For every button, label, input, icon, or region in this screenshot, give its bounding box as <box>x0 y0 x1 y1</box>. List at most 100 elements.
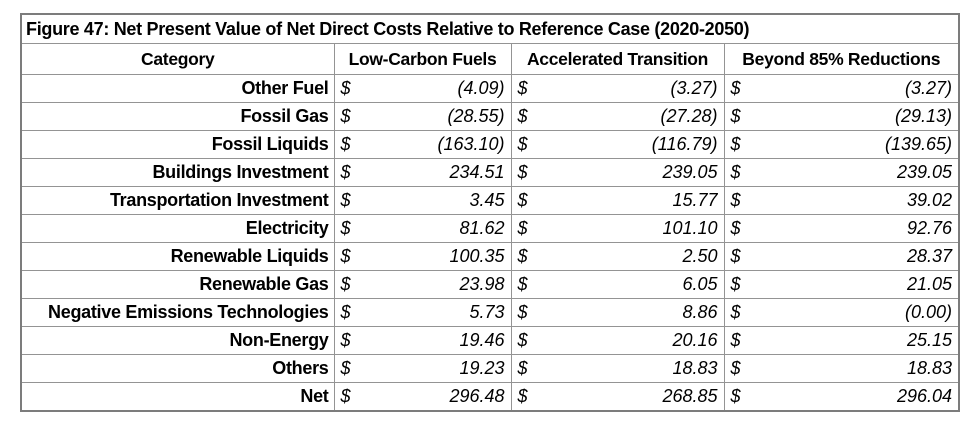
currency-symbol: $ <box>517 358 528 379</box>
value-cell: $ (27.28) <box>510 102 725 131</box>
npv-net-direct-costs-table: Figure 47: Net Present Value of Net Dire… <box>20 13 961 412</box>
value-cell: $ (3.27) <box>723 74 960 103</box>
value-cell: $ (139.65) <box>723 130 960 159</box>
currency-symbol: $ <box>730 134 741 155</box>
value-cell: $8.86 <box>510 298 725 327</box>
value-number: (163.10) <box>437 134 505 155</box>
value-number: (29.13) <box>894 106 953 127</box>
value-number: 18.83 <box>906 358 953 379</box>
value-number: 101.10 <box>662 218 718 239</box>
value-number: 28.37 <box>906 246 953 267</box>
accounting-cell: $92.76 <box>731 218 953 239</box>
accounting-cell: $23.98 <box>341 274 505 295</box>
value-number: 15.77 <box>672 190 718 211</box>
currency-symbol: $ <box>730 386 741 407</box>
currency-symbol: $ <box>340 358 351 379</box>
value-cell: $296.04 <box>723 382 960 412</box>
accounting-cell: $100.35 <box>341 246 505 267</box>
value-number: 23.98 <box>459 274 505 295</box>
currency-symbol: $ <box>340 246 351 267</box>
currency-symbol: $ <box>517 274 528 295</box>
currency-symbol: $ <box>730 162 741 183</box>
value-cell: $ (0.00) <box>723 298 960 327</box>
value-number: 18.83 <box>672 358 718 379</box>
value-number: 3.45 <box>469 190 505 211</box>
value-number: (27.28) <box>660 106 718 127</box>
accounting-cell: $296.04 <box>731 386 953 407</box>
value-number: (3.27) <box>670 78 718 99</box>
value-number: 6.05 <box>682 274 718 295</box>
currency-symbol: $ <box>730 78 741 99</box>
value-cell: $21.05 <box>723 270 960 299</box>
value-cell: $ (29.13) <box>723 102 960 131</box>
currency-symbol: $ <box>730 106 741 127</box>
accounting-cell: $296.48 <box>341 386 505 407</box>
column-header-1: Low-Carbon Fuels <box>333 43 512 75</box>
row-category: Fossil Liquids <box>20 130 335 159</box>
accounting-cell: $ (163.10) <box>341 134 505 155</box>
value-number: 19.46 <box>459 330 505 351</box>
value-cell: $18.83 <box>723 354 960 383</box>
value-number: (4.09) <box>457 78 505 99</box>
table-row: Others $19.23 $18.83 $18.83 <box>20 354 960 383</box>
table-row: Renewable Liquids $100.35 $2.50 $28.37 <box>20 242 960 271</box>
accounting-cell: $81.62 <box>341 218 505 239</box>
row-category: Other Fuel <box>20 74 335 103</box>
value-number: 39.02 <box>906 190 953 211</box>
value-number: 100.35 <box>449 246 505 267</box>
accounting-cell: $28.37 <box>731 246 953 267</box>
value-number: 268.85 <box>662 386 718 407</box>
accounting-cell: $8.86 <box>518 302 718 323</box>
accounting-cell: $2.50 <box>518 246 718 267</box>
accounting-cell: $ (3.27) <box>518 78 718 99</box>
accounting-cell: $19.46 <box>341 330 505 351</box>
accounting-cell: $ (28.55) <box>341 106 505 127</box>
table-row: Fossil Gas $ (28.55) $ (27.28) $ (29.13) <box>20 102 960 131</box>
value-cell: $239.05 <box>510 158 725 187</box>
value-number: 239.05 <box>662 162 718 183</box>
value-cell: $239.05 <box>723 158 960 187</box>
row-category: Negative Emissions Technologies <box>20 298 335 327</box>
accounting-cell: $18.83 <box>518 358 718 379</box>
value-number: 296.48 <box>449 386 505 407</box>
accounting-cell: $ (29.13) <box>731 106 953 127</box>
value-number: 234.51 <box>449 162 505 183</box>
currency-symbol: $ <box>730 330 741 351</box>
value-cell: $ (3.27) <box>510 74 725 103</box>
value-cell: $3.45 <box>333 186 512 215</box>
value-cell: $296.48 <box>333 382 512 412</box>
currency-symbol: $ <box>340 330 351 351</box>
value-number: 5.73 <box>469 302 505 323</box>
value-number: (28.55) <box>447 106 505 127</box>
value-cell: $19.23 <box>333 354 512 383</box>
table-row: Transportation Investment $3.45 $15.77 $39.… <box>20 186 960 215</box>
row-category: Net <box>20 382 335 412</box>
accounting-cell: $ (3.27) <box>731 78 953 99</box>
accounting-cell: $39.02 <box>731 190 953 211</box>
figure-title: Figure 47: Net Present Value of Net Dire… <box>20 13 960 44</box>
accounting-cell: $ (0.00) <box>731 302 953 323</box>
table-row: Renewable Gas $23.98 $6.05 $21.05 <box>20 270 960 299</box>
currency-symbol: $ <box>517 162 528 183</box>
currency-symbol: $ <box>340 134 351 155</box>
currency-symbol: $ <box>340 386 351 407</box>
value-cell: $81.62 <box>333 214 512 243</box>
value-cell: $23.98 <box>333 270 512 299</box>
table-row: Electricity $81.62 $101.10 $92.76 <box>20 214 960 243</box>
table-row: Fossil Liquids $ (163.10) $ (116.79) $ (139.65… <box>20 130 960 159</box>
accounting-cell: $20.16 <box>518 330 718 351</box>
currency-symbol: $ <box>340 162 351 183</box>
value-cell: $ (116.79) <box>510 130 725 159</box>
accounting-cell: $ (27.28) <box>518 106 718 127</box>
value-cell: $2.50 <box>510 242 725 271</box>
row-category: Others <box>20 354 335 383</box>
currency-symbol: $ <box>517 106 528 127</box>
value-number: 239.05 <box>896 162 953 183</box>
value-number: 2.50 <box>682 246 718 267</box>
currency-symbol: $ <box>730 274 741 295</box>
column-header-0: Category <box>20 43 335 75</box>
currency-symbol: $ <box>517 302 528 323</box>
value-cell: $101.10 <box>510 214 725 243</box>
value-number: (116.79) <box>651 134 718 155</box>
column-header-2: Accelerated Transition <box>510 43 725 75</box>
